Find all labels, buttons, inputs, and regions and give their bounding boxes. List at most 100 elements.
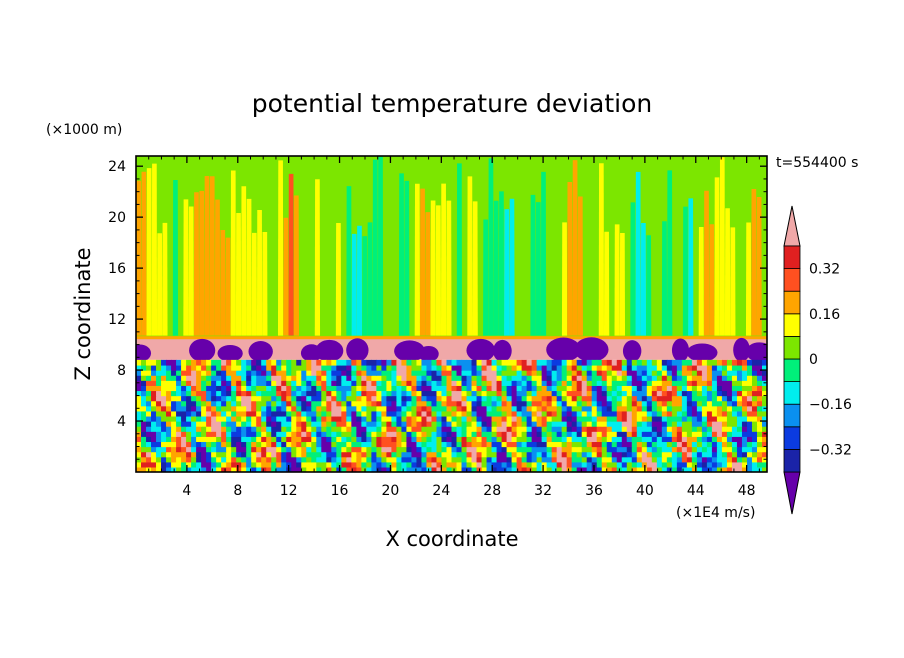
field-cell <box>291 456 297 463</box>
field-cell <box>416 466 423 472</box>
field-cell <box>216 456 222 463</box>
field-cell <box>416 456 423 463</box>
field-cell <box>456 380 463 386</box>
field-cell <box>141 390 147 397</box>
field-cell <box>211 385 217 392</box>
field-cell <box>701 431 708 437</box>
field-cell <box>496 421 503 427</box>
field-cell <box>381 410 387 417</box>
field-cell <box>706 395 713 402</box>
field-cell <box>456 410 463 417</box>
plume <box>394 340 425 362</box>
field-cell <box>611 466 618 472</box>
field-cell <box>506 400 513 407</box>
field-cell <box>266 390 272 397</box>
field-cell <box>221 436 227 443</box>
field-cell <box>431 456 438 463</box>
field-cell <box>611 359 618 366</box>
field-cell <box>311 395 317 402</box>
field-cell <box>706 461 713 468</box>
field-cell <box>511 390 518 397</box>
field-cell <box>581 421 588 427</box>
field-cell <box>376 370 382 376</box>
field-cell <box>736 421 743 427</box>
field-cell <box>551 410 558 417</box>
field-cell <box>406 415 413 422</box>
field-cell <box>411 370 418 376</box>
field-cell <box>181 466 187 472</box>
field-cell <box>286 405 292 412</box>
field-cell <box>431 436 438 443</box>
field-cell <box>286 359 292 366</box>
field-cell <box>526 400 533 407</box>
field-cell <box>291 395 297 402</box>
field-cell <box>696 466 703 472</box>
field-cell <box>561 466 568 472</box>
field-cell <box>721 380 728 386</box>
field-cell <box>596 380 603 386</box>
field-cell <box>321 405 327 412</box>
field-cell <box>671 421 678 427</box>
field-cell <box>391 441 398 448</box>
field-cell <box>216 421 222 427</box>
field-cell <box>506 415 513 422</box>
field-cell <box>246 410 252 417</box>
plume <box>315 339 344 362</box>
field-cell <box>361 451 367 458</box>
field-cell <box>556 375 563 381</box>
field-cell <box>496 446 503 453</box>
field-cell <box>231 395 237 402</box>
field-cell <box>701 364 708 371</box>
field-cell <box>656 405 663 412</box>
field-cell <box>286 421 292 427</box>
field-cell <box>161 364 167 371</box>
field-cell <box>446 436 453 443</box>
chart-title: potential temperature deviation <box>252 89 652 118</box>
field-cell <box>346 451 352 458</box>
field-cell <box>496 426 503 432</box>
field-cell <box>331 461 337 468</box>
field-cell <box>691 441 698 448</box>
field-cell <box>611 370 618 376</box>
field-cell <box>151 395 157 402</box>
field-cell <box>721 375 728 381</box>
field-cell <box>511 380 518 386</box>
field-cell <box>661 400 668 407</box>
field-cell <box>751 390 758 397</box>
field-cell <box>501 436 508 443</box>
field-cell <box>171 461 177 468</box>
field-cell <box>331 359 337 366</box>
field-cell <box>311 441 317 448</box>
field-cell <box>731 415 738 422</box>
field-cell <box>351 426 357 432</box>
field-cell <box>441 385 448 392</box>
field-cell <box>151 359 157 366</box>
field-cell <box>256 415 262 422</box>
field-cell <box>356 395 362 402</box>
field-cell <box>191 375 197 381</box>
field-cell <box>711 456 718 463</box>
field-cell <box>581 359 588 366</box>
field-cell <box>671 390 678 397</box>
field-cell <box>361 405 367 412</box>
field-cell <box>271 385 277 392</box>
field-cell <box>396 456 403 463</box>
field-cell <box>641 385 648 392</box>
field-cell <box>296 431 302 437</box>
field-cell <box>256 461 262 468</box>
field-cell <box>231 466 237 472</box>
field-cell <box>361 380 367 386</box>
field-cell <box>186 441 192 448</box>
field-cell <box>296 415 302 422</box>
field-cell <box>636 359 643 366</box>
field-cell <box>491 426 498 432</box>
field-cell <box>471 446 478 453</box>
field-cell <box>556 426 563 432</box>
field-cell <box>151 163 158 336</box>
field-cell <box>466 364 473 371</box>
field-cell <box>756 380 763 386</box>
field-cell <box>256 359 262 366</box>
field-cell <box>456 441 463 448</box>
field-cell <box>171 426 177 432</box>
field-cell <box>346 375 352 381</box>
